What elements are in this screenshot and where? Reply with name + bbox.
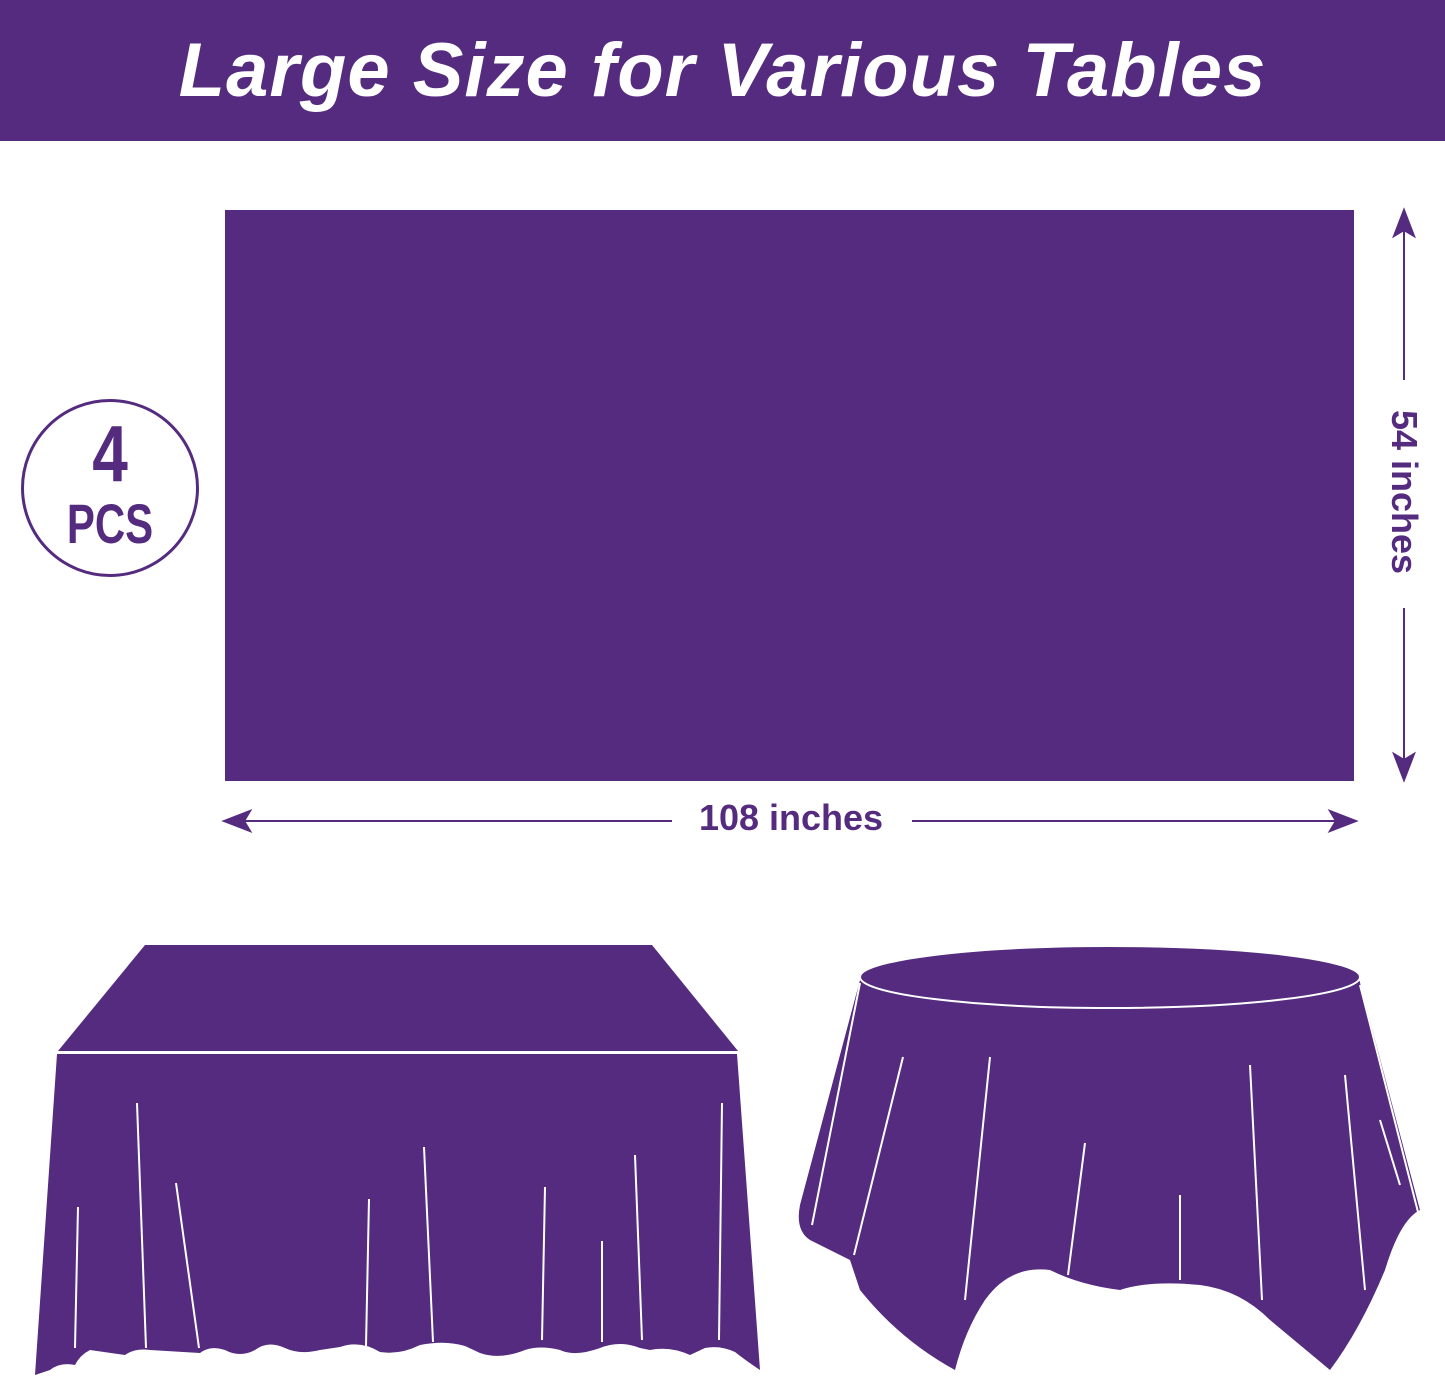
page-title: Large Size for Various Tables (178, 28, 1267, 113)
quantity-number: 4 (92, 409, 128, 498)
fold-line (1359, 984, 1419, 1213)
fold-line (634, 1154, 643, 1341)
fold-line (365, 1198, 370, 1347)
fold-line (541, 1186, 546, 1341)
fold-line (175, 1182, 200, 1349)
shape (221, 207, 1416, 833)
fold-line (718, 1102, 723, 1341)
rect-table-top (58, 945, 738, 1051)
fold-line (1249, 1064, 1263, 1301)
arrow-up-icon (1392, 207, 1416, 239)
rect-table-skirt (35, 1054, 760, 1375)
round-table-illustration (798, 945, 1420, 1370)
shape (74, 1102, 723, 1349)
tablecloth-swatch (225, 210, 1354, 781)
quantity-unit: PCS (66, 492, 154, 555)
round-table-top (859, 945, 1361, 1009)
fold-line (74, 1206, 79, 1349)
fold-line (1344, 1074, 1366, 1291)
width-label: 108 inches (698, 797, 884, 838)
rectangular-table-illustration (35, 945, 760, 1375)
title-banner: Large Size for Various Tables (0, 0, 1445, 141)
fold-line (1379, 1119, 1401, 1186)
arrow-down-icon (1392, 751, 1416, 783)
quantity-badge: 4 PCS (21, 399, 199, 577)
fold-line (853, 1056, 904, 1256)
round-table-skirt (798, 975, 1420, 1370)
shape (811, 982, 1419, 1301)
fold-line (964, 1056, 991, 1301)
arrow-left-icon (221, 809, 253, 833)
fold-line (136, 1102, 147, 1349)
fold-line (1067, 1142, 1086, 1276)
fold-line (811, 982, 861, 1226)
fold-line (423, 1146, 434, 1343)
arrow-right-icon (1327, 809, 1359, 833)
